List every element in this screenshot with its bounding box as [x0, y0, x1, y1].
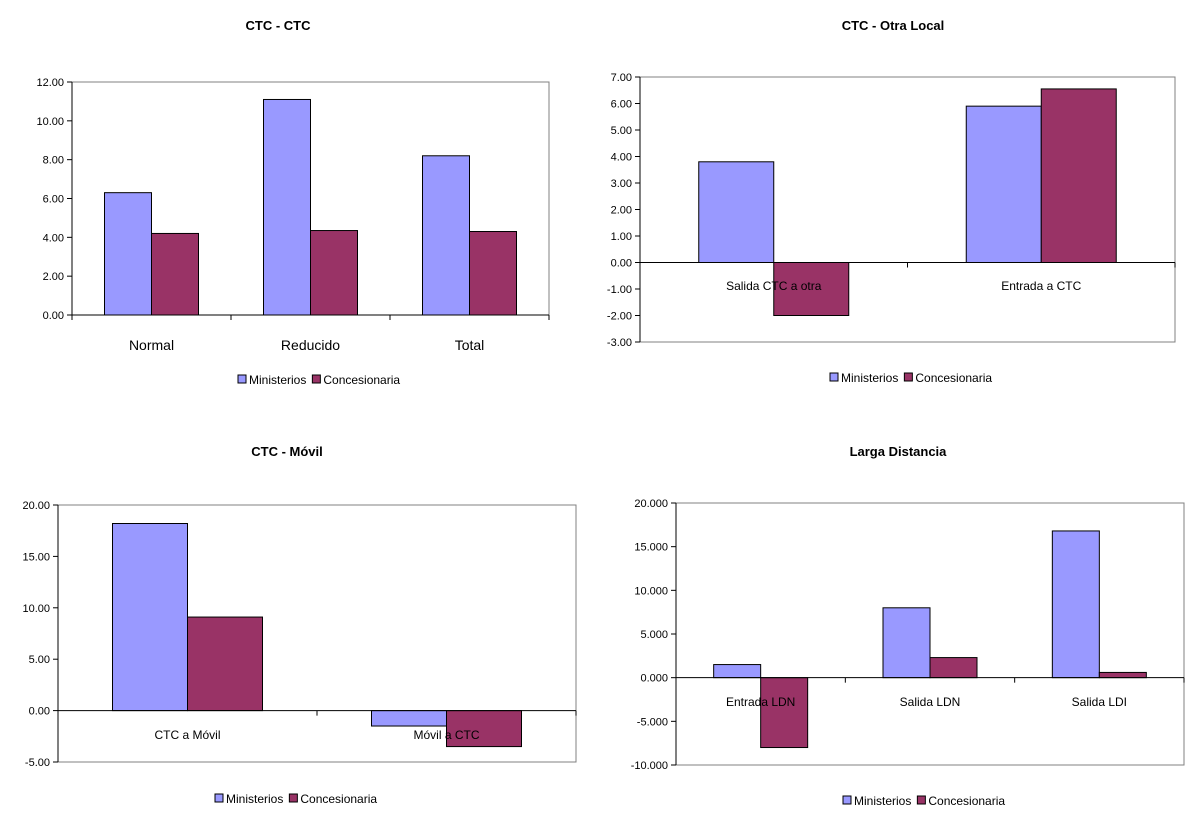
chart-3-legend-swatch-ministerios: [214, 793, 224, 803]
chart-3-category-label: CTC a Móvil: [154, 728, 220, 742]
chart-1-bar-ministerios: [104, 192, 152, 316]
chart-4-y-tick-label: -5.000: [637, 716, 668, 728]
chart-1-y-tick-label: 12.00: [36, 77, 64, 89]
chart-3-bar-concesionaria: [446, 710, 522, 748]
chart-2-title: CTC - Otra Local: [842, 18, 945, 33]
chart-1-legend-swatch-ministerios: [237, 374, 247, 384]
chart-1-bar-ministerios: [263, 98, 311, 316]
chart-2-category-label: Salida CTC a otra: [726, 279, 822, 293]
chart-2-bar-ministerios: [965, 105, 1042, 264]
chart-3-legend-swatch-concesionaria: [288, 793, 298, 803]
chart-4-y-tick-label: 15.000: [634, 542, 668, 554]
chart-4-category-label: Salida LDI: [1072, 695, 1127, 709]
chart-2-y-tick-label: -1.00: [607, 284, 632, 296]
chart-2-y-tick-label: 5.00: [611, 125, 632, 137]
chart-1-y-tick-label: 0.00: [43, 310, 64, 322]
chart-2-legend-swatch-concesionaria: [903, 372, 913, 382]
chart-2-legend-swatch-ministerios: [829, 372, 839, 382]
chart-4-bar-ministerios: [713, 664, 762, 679]
chart-1-legend-label: Ministerios: [249, 373, 306, 387]
chart-4-y-tick-label: 0.000: [640, 673, 668, 685]
chart-2-y-tick-label: 1.00: [611, 231, 632, 243]
chart-1-bar-concesionaria: [151, 232, 199, 316]
chart-2-y-tick-label: 0.00: [611, 258, 632, 270]
chart-4-bar-concesionaria: [760, 677, 809, 749]
chart-1-category-label: Normal: [129, 337, 174, 353]
chart-1-bar-ministerios: [422, 155, 470, 316]
chart-1-y-tick-label: 8.00: [43, 155, 64, 167]
chart-2-bar-concesionaria: [1040, 88, 1117, 263]
chart-4-bar-ministerios: [1051, 530, 1100, 679]
chart-3-bar-ministerios: [112, 523, 188, 712]
chart-4-bar-ministerios: [882, 607, 931, 679]
chart-1-legend-swatch-concesionaria: [311, 374, 321, 384]
chart-2-y-tick-label: 2.00: [611, 205, 632, 217]
chart-1-y-tick-label: 6.00: [43, 194, 64, 206]
chart-4-y-tick-label: 20.000: [634, 498, 668, 510]
chart-4-legend-swatch-ministerios: [842, 795, 852, 805]
chart-1-category-label: Total: [455, 337, 485, 353]
chart-2-y-tick-label: -2.00: [607, 311, 632, 323]
chart-4-legend-label: Ministerios: [854, 794, 911, 808]
chart-2-legend-label: Concesionaria: [915, 371, 992, 385]
chart-1-legend-label: Concesionaria: [323, 373, 400, 387]
chart-3-y-tick-label: 0.00: [29, 706, 50, 718]
chart-2-y-tick-label: 7.00: [611, 72, 632, 84]
chart-4-legend-label: Concesionaria: [928, 794, 1005, 808]
chart-1-bar-concesionaria: [469, 231, 517, 316]
chart-1-y-tick-label: 4.00: [43, 232, 64, 244]
chart-4-bar-concesionaria: [1098, 671, 1147, 679]
chart-1-y-tick-label: 2.00: [43, 271, 64, 283]
chart-2-y-tick-label: 6.00: [611, 99, 632, 111]
chart-4-legend-swatch-concesionaria: [916, 795, 926, 805]
chart-3-y-tick-label: 5.00: [29, 654, 50, 666]
chart-4-y-tick-label: 5.000: [640, 629, 668, 641]
chart-2-y-tick-label: 3.00: [611, 178, 632, 190]
chart-2-bar-ministerios: [698, 161, 775, 263]
chart-3-y-tick-label: 20.00: [22, 500, 50, 512]
chart-3-legend-label: Concesionaria: [300, 792, 377, 806]
chart-2-category-label: Entrada a CTC: [1001, 279, 1081, 293]
chart-3-bar-ministerios: [371, 710, 447, 727]
chart-3-category-label: Móvil a CTC: [413, 728, 479, 742]
chart-1-bar-concesionaria: [310, 230, 358, 316]
chart-4-title: Larga Distancia: [850, 444, 948, 459]
chart-3-title: CTC - Móvil: [251, 444, 323, 459]
chart-2-y-tick-label: 4.00: [611, 152, 632, 164]
chart-4-bar-concesionaria: [929, 657, 978, 679]
chart-3-bar-concesionaria: [187, 616, 263, 712]
chart-4-category-label: Salida LDN: [900, 695, 961, 709]
chart-1-title: CTC - CTC: [246, 18, 312, 33]
chart-3-legend-label: Ministerios: [226, 792, 283, 806]
chart-2-bar-concesionaria: [773, 262, 850, 316]
chart-1-category-label: Reducido: [281, 337, 340, 353]
chart-2-legend-label: Ministerios: [841, 371, 898, 385]
chart-4-category-label: Entrada LDN: [726, 695, 795, 709]
chart-3-y-tick-label: 15.00: [22, 551, 50, 563]
chart-4-y-tick-label: 10.000: [634, 585, 668, 597]
chart-3-y-tick-label: -5.00: [25, 757, 50, 769]
chart-4-y-tick-label: -10.000: [631, 760, 668, 772]
chart-1-y-tick-label: 10.00: [36, 116, 64, 128]
chart-3-y-tick-label: 10.00: [22, 603, 50, 615]
chart-2-y-tick-label: -3.00: [607, 337, 632, 349]
